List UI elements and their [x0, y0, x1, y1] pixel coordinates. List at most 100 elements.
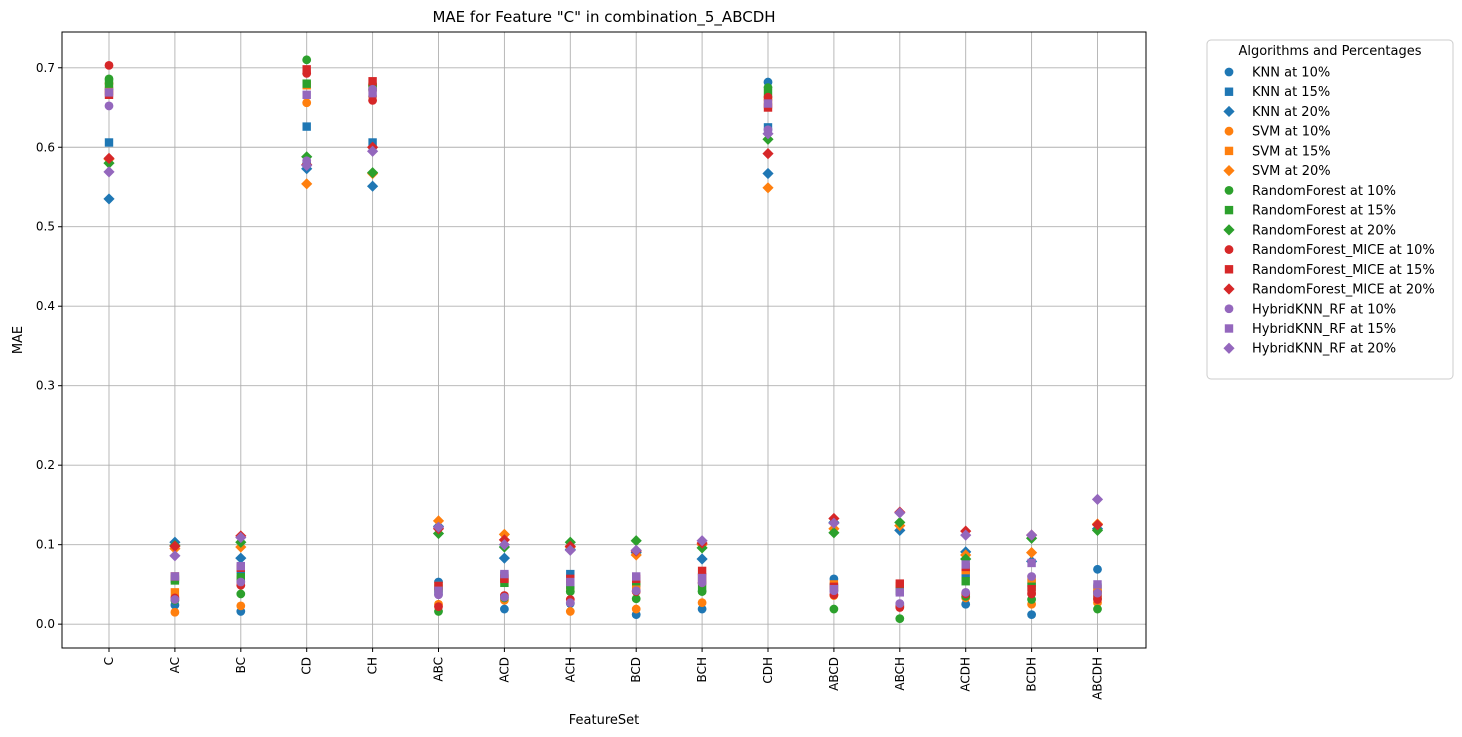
data-point	[367, 167, 379, 179]
data-point	[565, 598, 575, 608]
data-point	[236, 573, 245, 582]
legend: Algorithms and Percentages KNN at 10% KNN…	[1206, 39, 1454, 380]
legend-marker	[1223, 342, 1235, 354]
x-tick-label: BCH	[695, 657, 709, 682]
data-point	[302, 65, 311, 74]
legend-box	[1206, 39, 1454, 380]
data-point	[565, 607, 575, 616]
legend-entry: SVM at 15%	[1252, 144, 1331, 159]
x-tick-label: BCD	[629, 657, 643, 683]
y-tick-label: 0.1	[36, 538, 55, 552]
data-point	[1093, 604, 1102, 614]
legend-entry: RandomForest at 10%	[1252, 184, 1396, 199]
legend-entry: RandomForest at 15%	[1252, 204, 1396, 219]
data-point	[500, 574, 509, 584]
x-tick-label: ACDH	[959, 657, 973, 692]
data-point	[895, 579, 904, 588]
data-point	[762, 167, 774, 180]
data-point	[500, 604, 509, 614]
legend-entry: RandomForest_MICE at 10%	[1252, 243, 1435, 258]
data-point	[828, 517, 840, 529]
data-point	[961, 560, 970, 569]
data-point	[104, 79, 114, 88]
data-point	[696, 553, 708, 565]
data-point	[368, 95, 377, 105]
data-point	[302, 55, 312, 65]
data-point	[236, 589, 246, 599]
data-point	[500, 592, 509, 602]
legend-items: KNN at 10% KNN at 15% KNN at 20% SVM at 10%…	[1223, 66, 1435, 357]
data-point	[235, 552, 247, 564]
y-tick-label: 0.3	[36, 379, 55, 393]
data-point	[1026, 547, 1038, 559]
legend-entry: SVM at 20%	[1252, 164, 1331, 179]
x-axis-ticks: C AC BC CD CH ABC ACD ACH BCD BCH CDH ABCD ABCH ACDH B…	[102, 648, 1105, 700]
legend-entry: RandomForest_MICE at 15%	[1252, 263, 1435, 278]
data-point	[236, 577, 246, 587]
data-point	[500, 569, 509, 579]
data-point	[104, 101, 114, 111]
data-point	[432, 515, 445, 527]
data-point	[236, 561, 245, 571]
data-point	[829, 604, 839, 614]
data-point	[895, 599, 905, 608]
data-point	[697, 598, 707, 608]
data-point	[961, 587, 971, 597]
data-point	[1093, 588, 1102, 598]
data-point	[762, 148, 774, 160]
data-point	[104, 138, 114, 147]
legend-marker	[1224, 304, 1234, 314]
data-point	[895, 614, 905, 623]
legend-entry: RandomForest_MICE at 20%	[1252, 283, 1435, 298]
legend-marker	[1224, 265, 1234, 274]
data-points	[103, 55, 1104, 623]
data-point	[434, 586, 443, 595]
data-point	[697, 573, 707, 583]
legend-entry: HybridKNN_RF at 10%	[1252, 302, 1396, 317]
data-point	[1091, 519, 1104, 531]
data-point	[697, 566, 707, 576]
x-tick-label: CH	[366, 657, 380, 674]
legend-entry: KNN at 15%	[1252, 85, 1330, 100]
x-tick-label: C	[102, 657, 116, 665]
legend-marker	[1224, 126, 1234, 136]
data-point	[434, 602, 443, 612]
x-tick-label: BCDH	[1025, 657, 1039, 692]
data-point	[301, 159, 313, 172]
data-point	[434, 581, 443, 591]
legend-entry: KNN at 10%	[1252, 66, 1330, 81]
data-point	[1091, 493, 1104, 505]
data-point	[236, 601, 246, 611]
data-point	[1027, 558, 1036, 568]
data-point	[302, 122, 311, 131]
legend-entry: RandomForest at 20%	[1252, 223, 1396, 238]
data-point	[170, 607, 180, 617]
data-point	[697, 604, 707, 614]
y-tick-label: 0.7	[36, 61, 55, 75]
data-point	[762, 182, 774, 194]
data-point	[103, 166, 115, 178]
data-point	[631, 604, 641, 614]
data-point	[498, 539, 510, 551]
data-point	[498, 552, 510, 564]
data-point	[1093, 564, 1102, 574]
legend-marker	[1223, 165, 1235, 177]
data-point	[631, 586, 641, 596]
legend-marker	[1224, 245, 1234, 254]
chart-title: MAE for Feature "C" in combination_5_ABC…	[432, 8, 775, 27]
grid-lines	[62, 32, 1146, 648]
data-point	[170, 595, 180, 604]
y-tick-label: 0.0	[36, 617, 55, 631]
legend-title: Algorithms and Percentages	[1238, 44, 1421, 59]
data-point	[1027, 584, 1036, 594]
x-tick-label: AC	[168, 657, 182, 673]
data-point	[630, 544, 642, 556]
legend-entry: HybridKNN_RF at 15%	[1252, 322, 1396, 337]
plot-frame	[61, 31, 1147, 649]
legend-entry: HybridKNN_RF at 20%	[1252, 342, 1396, 357]
x-tick-label: CDH	[761, 657, 775, 684]
data-point	[368, 89, 377, 98]
x-tick-label: BC	[234, 657, 248, 673]
x-tick-label: ABC	[432, 657, 446, 682]
